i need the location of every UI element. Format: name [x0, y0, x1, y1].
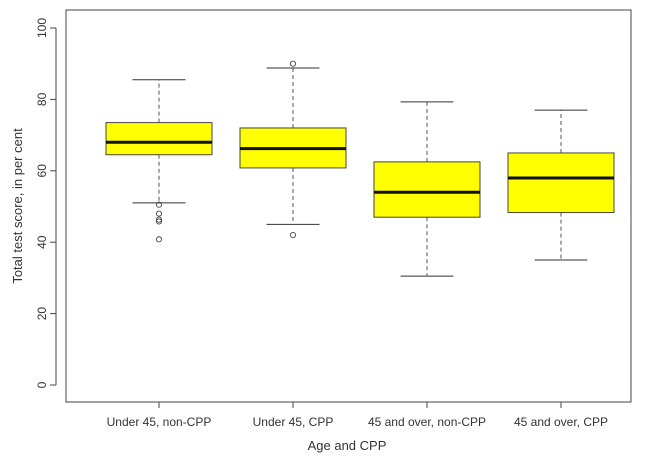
iqr-box: [507, 152, 615, 214]
outlier-point: [289, 232, 297, 239]
iqr-box: [105, 122, 213, 156]
y-tick-label: 0: [35, 381, 49, 388]
box-1: [105, 79, 213, 243]
outlier-point: [155, 216, 163, 223]
x-tick-label: Under 45, non-CPP: [107, 415, 212, 429]
box-2: [239, 60, 347, 239]
x-tick-label: 45 and over, CPP: [514, 415, 608, 429]
x-tick-label: 45 and over, non-CPP: [368, 415, 486, 429]
y-tick-label: 60: [35, 164, 49, 178]
iqr-box: [373, 161, 481, 218]
outlier-point: [289, 60, 297, 67]
outlier-point: [155, 201, 163, 208]
y-axis-title: Total test score, in per cent: [10, 128, 25, 284]
y-axis: 0 20 40 60 80 100: [35, 18, 57, 388]
y-tick-label: 40: [35, 235, 49, 249]
y-tick-label: 80: [35, 92, 49, 106]
boxes-group: [105, 60, 615, 277]
y-tick-label: 20: [35, 307, 49, 321]
x-axis-title: Age and CPP: [308, 438, 387, 453]
y-tick-label: 100: [35, 18, 49, 38]
outlier-point: [155, 210, 163, 217]
x-tick-label: Under 45, CPP: [253, 415, 334, 429]
outlier-point: [155, 218, 163, 225]
x-axis: Under 45, non-CPP Under 45, CPP 45 and ove…: [107, 401, 608, 429]
box-3: [373, 101, 481, 277]
outlier-point: [155, 236, 163, 243]
box-4: [507, 109, 615, 261]
